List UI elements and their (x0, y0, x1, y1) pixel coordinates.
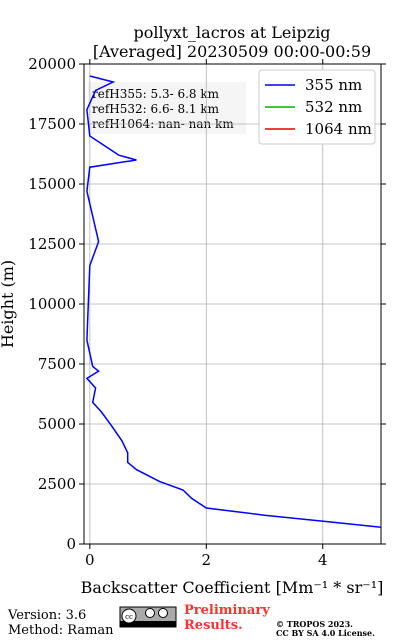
method: Method: Raman (8, 623, 114, 638)
x-axis-label: Backscatter Coefficient [Mm⁻¹ * sr⁻¹] (81, 578, 384, 597)
version: Version: 3.6 (7, 608, 86, 623)
y-tick-label: 17500 (28, 115, 76, 133)
copyright: © TROPOS 2023. (276, 619, 353, 629)
legend-box (258, 69, 376, 145)
y-tick-label: 5000 (38, 415, 76, 433)
y-tick-label: 12500 (28, 235, 76, 253)
legend-label: 1064 nm (305, 120, 372, 138)
x-tick-label: 4 (318, 551, 328, 569)
y-tick-label: 0 (66, 535, 76, 553)
y-tick-label: 2500 (38, 475, 76, 493)
plot-frame (83, 63, 382, 545)
svg-text:cc: cc (125, 613, 133, 621)
cc-logo: cc (119, 606, 177, 628)
legend-label: 355 nm (305, 76, 362, 94)
y-tick-label: 15000 (28, 175, 76, 193)
y-tick-label: 20000 (28, 55, 76, 73)
preliminary-text: Preliminary (184, 603, 270, 618)
annotation-box (88, 82, 246, 134)
chart-title: pollyxt_lacros at Leipzig (133, 23, 330, 42)
annotation: refH532: 6.6- 8.1 km (92, 102, 220, 116)
annotation: refH355: 5.3- 6.8 km (92, 87, 220, 101)
y-tick-label: 10000 (28, 295, 76, 313)
chart-subtitle: [Averaged] 20230509 00:00-00:59 (93, 42, 371, 61)
y-axis-label: Height (m) (0, 260, 17, 348)
license: CC BY SA 4.0 License. (276, 628, 375, 638)
preliminary-text: Results. (184, 618, 243, 633)
x-tick-label: 2 (202, 551, 212, 569)
x-tick-label: 0 (85, 551, 95, 569)
legend-label: 532 nm (305, 98, 362, 116)
preliminary: Preliminary Results. (184, 603, 270, 633)
y-tick-label: 7500 (38, 355, 76, 373)
profile-line (85, 75, 381, 528)
